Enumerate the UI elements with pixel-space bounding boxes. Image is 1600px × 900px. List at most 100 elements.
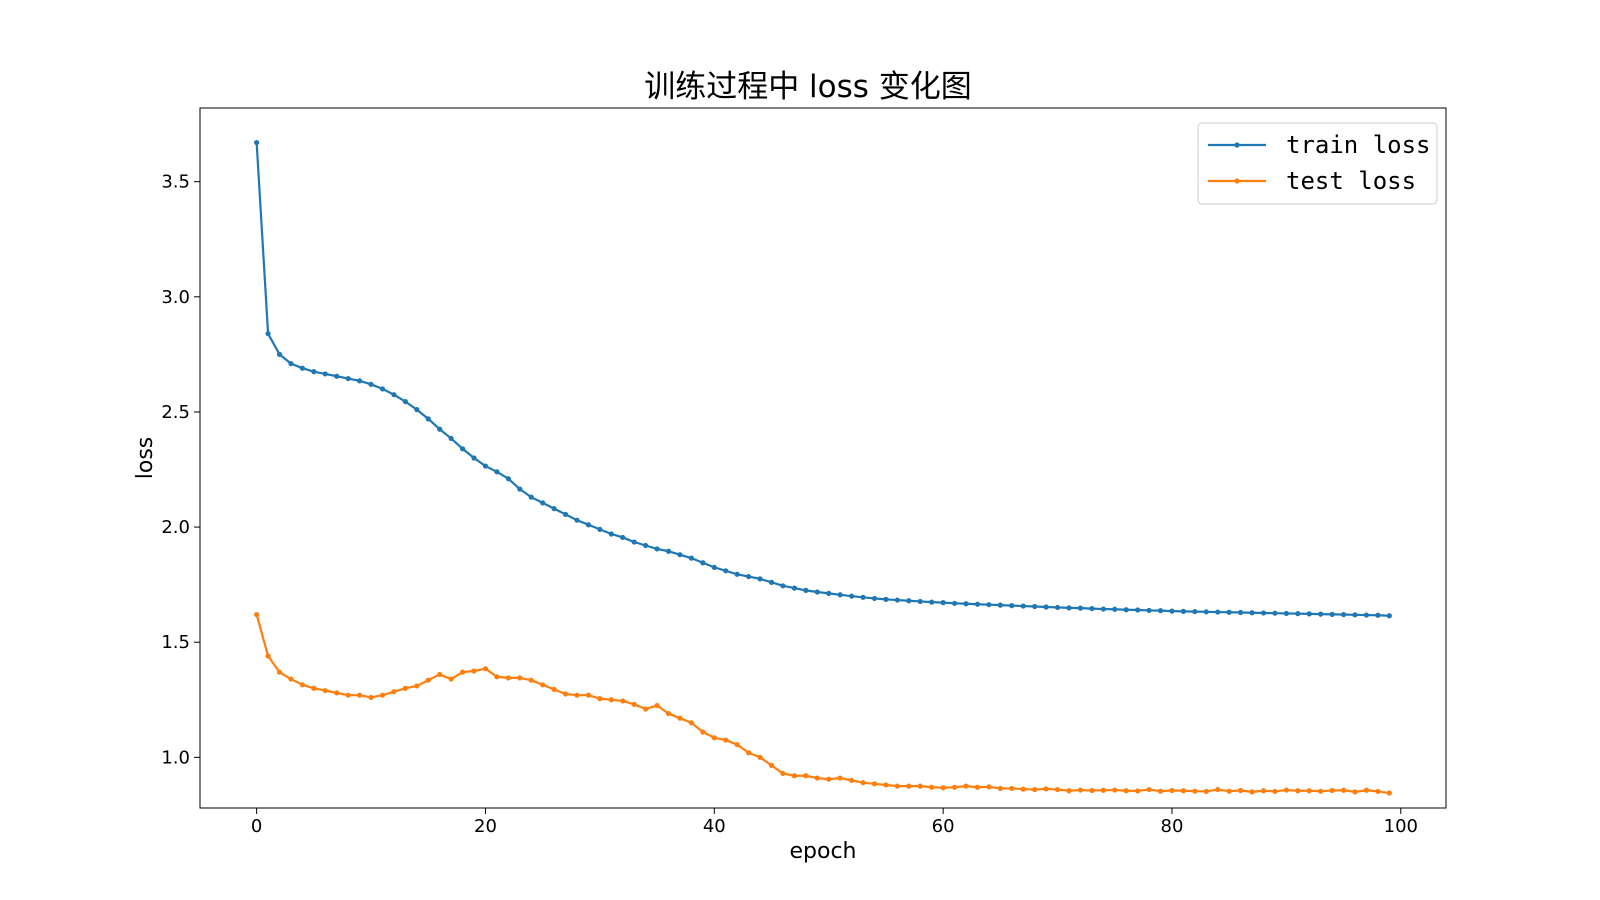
data-point-test-loss — [1363, 787, 1370, 793]
data-point-train-loss — [837, 592, 843, 598]
data-point-train-loss — [551, 506, 557, 512]
data-point-test-loss — [837, 775, 843, 781]
x-tick-label: 40 — [703, 816, 726, 837]
data-point-train-loss — [276, 351, 283, 357]
data-point-test-loss — [700, 729, 706, 735]
data-point-train-loss — [1226, 609, 1232, 615]
data-point-train-loss — [723, 568, 729, 574]
data-point-test-loss — [437, 671, 443, 678]
data-point-test-loss — [482, 666, 489, 672]
data-point-train-loss — [414, 407, 420, 413]
data-point-test-loss — [608, 697, 614, 703]
data-point-train-loss — [1249, 610, 1255, 616]
data-point-train-loss — [254, 139, 260, 146]
data-point-train-loss — [711, 564, 717, 570]
data-point-train-loss — [1283, 610, 1289, 617]
data-point-train-loss — [1089, 605, 1095, 612]
data-point-test-loss — [379, 692, 386, 698]
data-point-test-loss — [1215, 786, 1221, 793]
data-point-test-loss — [505, 675, 511, 681]
data-point-train-loss — [860, 594, 866, 600]
data-point-train-loss — [288, 360, 294, 367]
data-point-train-loss — [1272, 610, 1278, 616]
data-point-test-loss — [1020, 786, 1026, 792]
data-point-test-loss — [826, 776, 832, 782]
series-line-train-loss — [255, 142, 1390, 617]
data-point-train-loss — [1100, 606, 1106, 612]
data-point-test-loss — [1375, 788, 1381, 795]
data-point-train-loss — [780, 583, 786, 589]
data-point-train-loss — [940, 600, 946, 606]
legend-marker-test-loss — [1234, 178, 1240, 184]
x-axis-label: epoch — [790, 839, 857, 864]
data-point-test-loss — [402, 685, 408, 691]
data-point-train-loss — [688, 555, 695, 561]
data-point-train-loss — [471, 455, 477, 461]
data-point-train-loss — [849, 593, 855, 599]
data-point-test-loss — [254, 611, 260, 618]
data-point-train-loss — [917, 598, 923, 605]
data-point-train-loss — [871, 595, 878, 602]
data-point-test-loss — [974, 784, 981, 790]
data-point-train-loss — [1238, 609, 1244, 616]
data-point-train-loss — [620, 534, 626, 541]
data-point-test-loss — [357, 692, 363, 698]
y-tick-label: 3.0 — [161, 287, 190, 308]
data-point-train-loss — [826, 590, 832, 596]
data-point-test-loss — [322, 687, 328, 694]
data-point-test-loss — [1009, 785, 1015, 792]
y-tick-label: 2.5 — [161, 402, 190, 423]
data-point-test-loss — [540, 682, 546, 688]
data-point-train-loss — [1295, 611, 1301, 617]
data-point-train-loss — [1192, 608, 1198, 615]
data-point-test-loss — [746, 750, 752, 756]
data-point-test-loss — [929, 784, 935, 790]
axes-frame — [199, 107, 1447, 809]
legend-box — [1197, 122, 1438, 205]
data-point-train-loss — [437, 426, 443, 432]
legend: train loss test loss — [1197, 122, 1438, 205]
data-point-train-loss — [574, 517, 580, 523]
data-point-train-loss — [1135, 607, 1141, 613]
y-tick-label: 1.5 — [161, 632, 190, 653]
data-point-test-loss — [585, 692, 592, 698]
data-point-train-loss — [791, 585, 798, 591]
data-point-train-loss — [528, 494, 534, 500]
data-point-train-loss — [631, 539, 637, 545]
data-point-train-loss — [505, 476, 511, 482]
x-tick-label: 20 — [474, 816, 497, 837]
data-point-train-loss — [1215, 609, 1221, 615]
data-point-test-loss — [723, 737, 729, 743]
data-point-test-loss — [517, 675, 523, 681]
data-point-train-loss — [1180, 608, 1187, 614]
data-point-test-loss — [1077, 787, 1084, 793]
data-point-train-loss — [1260, 610, 1267, 616]
data-point-train-loss — [643, 542, 649, 549]
data-point-test-loss — [1032, 786, 1038, 793]
series-train-loss — [254, 139, 1392, 619]
data-point-train-loss — [963, 601, 969, 607]
data-point-train-loss — [368, 381, 374, 387]
chart-title: 训练过程中 loss 变化图 — [644, 69, 972, 105]
data-point-train-loss — [402, 398, 408, 405]
data-point-train-loss — [677, 552, 683, 558]
data-point-test-loss — [562, 691, 569, 697]
data-point-test-loss — [711, 735, 717, 741]
data-point-test-loss — [1089, 787, 1095, 794]
data-point-test-loss — [734, 742, 740, 748]
data-point-train-loss — [482, 463, 489, 469]
data-point-test-loss — [894, 783, 900, 789]
data-point-test-loss — [860, 780, 866, 786]
data-point-train-loss — [1032, 603, 1038, 610]
data-point-train-loss — [585, 522, 592, 528]
data-point-test-loss — [1249, 789, 1255, 795]
data-point-train-loss — [951, 600, 958, 606]
y-tick-label: 1.0 — [161, 747, 190, 768]
data-point-test-loss — [643, 706, 649, 712]
data-point-train-loss — [1329, 611, 1335, 617]
data-point-train-loss — [345, 375, 351, 382]
legend-label-train-loss: train loss — [1286, 131, 1431, 159]
y-tick-label: 3.5 — [161, 172, 190, 193]
data-point-train-loss — [1066, 605, 1072, 611]
